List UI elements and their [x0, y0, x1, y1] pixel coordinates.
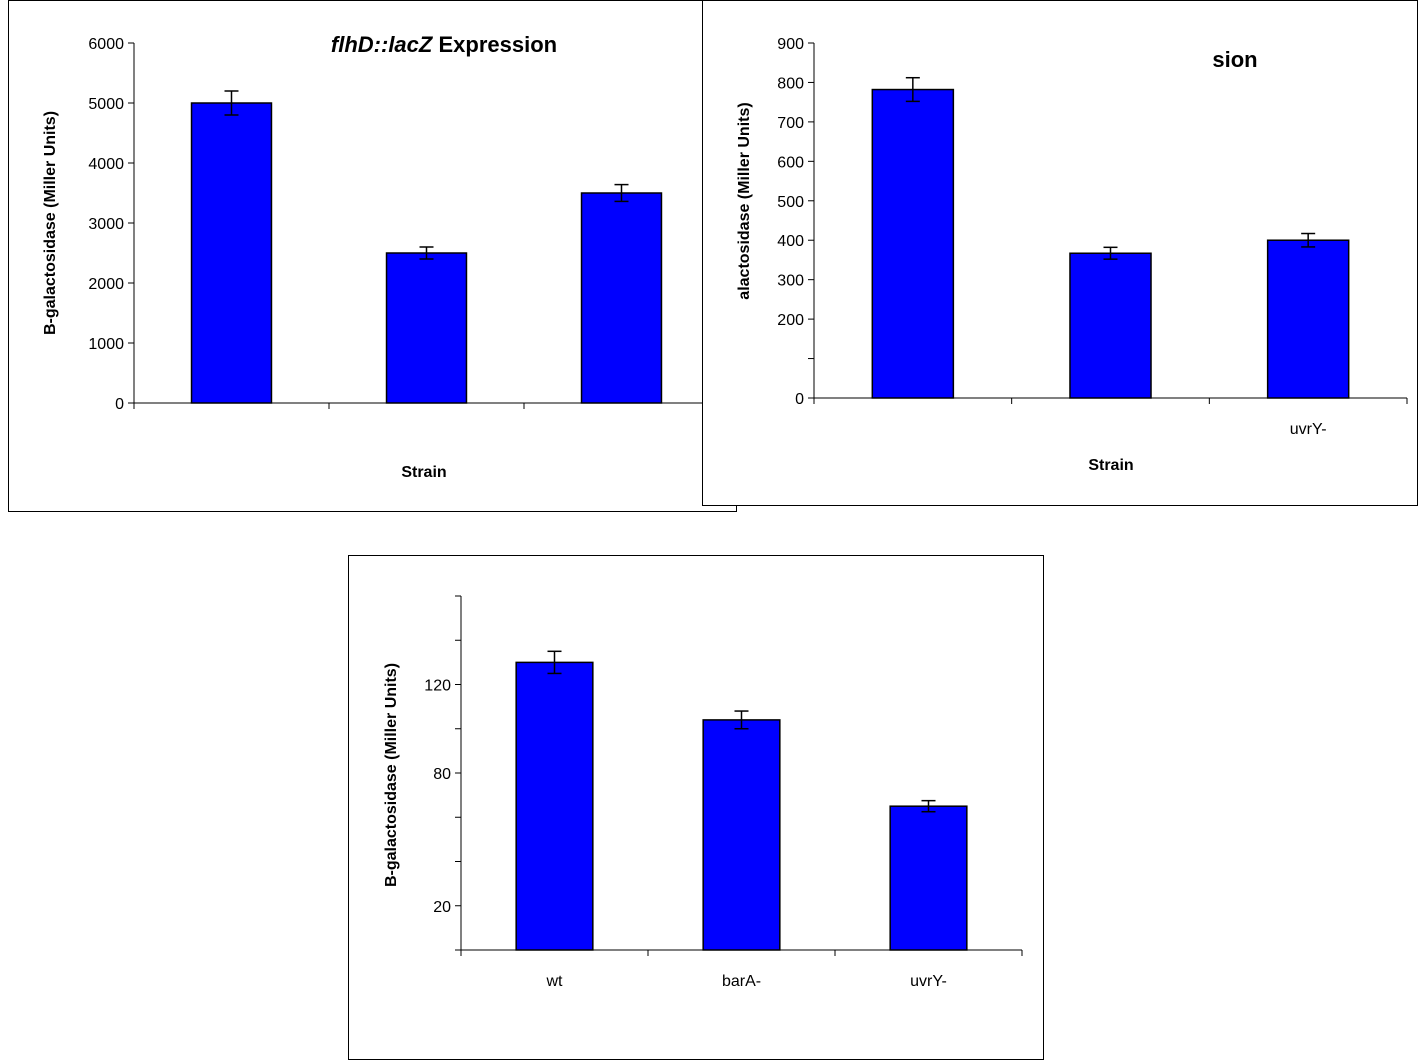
chart-1-bar-2	[385, 252, 468, 404]
chart-2-bar-3	[1266, 239, 1350, 399]
chart-3-y-tick-label: 80	[433, 766, 451, 783]
chart-2-y-tick-label: 200	[777, 312, 804, 329]
chart-1-plot: 0 1000 2000 3000 4000 5000 6000	[88, 36, 720, 413]
chart-2-y-tick-label: 500	[777, 194, 804, 211]
chart-1-y-axis-label: B-galactosidase (Miller Units)	[42, 111, 59, 335]
chart-1-y-tick-label: 0	[115, 396, 124, 413]
chart-1-title-rest: Expression	[432, 32, 557, 57]
chart-panel-1: flhD::lacZ Expression B-galactosidase (M…	[8, 0, 737, 512]
chart-2-svg: sion alactosidase (Miller Units) Strain …	[736, 36, 1408, 474]
chart-1-y-tick-label: 5000	[88, 96, 124, 113]
chart-2-bar-2	[1069, 252, 1152, 399]
chart-1-bar-1	[190, 102, 273, 404]
chart-1-title-italic: flhD::lacZ	[331, 32, 434, 57]
chart-3-bar-1	[515, 661, 594, 951]
chart-2-category-label-3: uvrY-	[1290, 421, 1327, 438]
chart-2-y-axis-label: alactosidase (Miller Units)	[736, 102, 753, 299]
chart-3-y-axis-label: B-galactosidase (Miller Units)	[383, 663, 400, 887]
chart-2-title: sion	[1212, 47, 1257, 72]
chart-1-x-axis-label: Strain	[401, 464, 446, 481]
chart-2-y-tick-label: 300	[777, 273, 804, 290]
chart-2-bar-1	[871, 88, 955, 399]
chart-panel-3: B-galactosidase (Miller Units) 20 80 120 wt…	[348, 555, 1044, 1060]
chart-1-y-tick-label: 4000	[88, 156, 124, 173]
chart-2-y-tick-label: 800	[777, 75, 804, 92]
chart-2-y-tick-label: 0	[795, 391, 804, 408]
chart-3-svg: B-galactosidase (Miller Units) 20 80 120 wt…	[383, 595, 1023, 990]
chart-1-y-tick-label: 3000	[88, 216, 124, 233]
chart-1-y-tick-label: 2000	[88, 276, 124, 293]
chart-panel-2: sion alactosidase (Miller Units) Strain …	[702, 0, 1418, 506]
chart-1-y-tick-label: 1000	[88, 336, 124, 353]
chart-3-y-tick-label: 120	[424, 678, 451, 695]
chart-1-title: flhD::lacZ Expression	[331, 32, 557, 57]
chart-3-plot: 20 80 120 wt barA-uvrY-	[424, 595, 1023, 990]
chart-2-y-tick-label: 400	[777, 233, 804, 250]
chart-2-y-tick-label: 900	[777, 36, 804, 53]
chart-2-y-tick-label: 600	[777, 154, 804, 171]
chart-3-y-tick-label: 20	[433, 899, 451, 916]
chart-3-bar-2	[702, 719, 781, 951]
chart-3-category-label-2: barA-	[722, 973, 761, 990]
chart-2-y-tick-label: 700	[777, 115, 804, 132]
chart-1-svg: flhD::lacZ Expression B-galactosidase (M…	[42, 32, 720, 481]
chart-1-y-tick-label: 6000	[88, 36, 124, 53]
chart-1-bar-3	[580, 192, 663, 404]
chart-3-category-label-3: uvrY-	[910, 973, 947, 990]
chart-2-plot: 0 200 300 400 500 600 700 800 900 uvrY-	[777, 36, 1408, 438]
chart-3-category-label-1: wt	[546, 973, 564, 990]
chart-2-x-axis-label: Strain	[1088, 457, 1133, 474]
chart-3-bar-3	[889, 805, 968, 951]
